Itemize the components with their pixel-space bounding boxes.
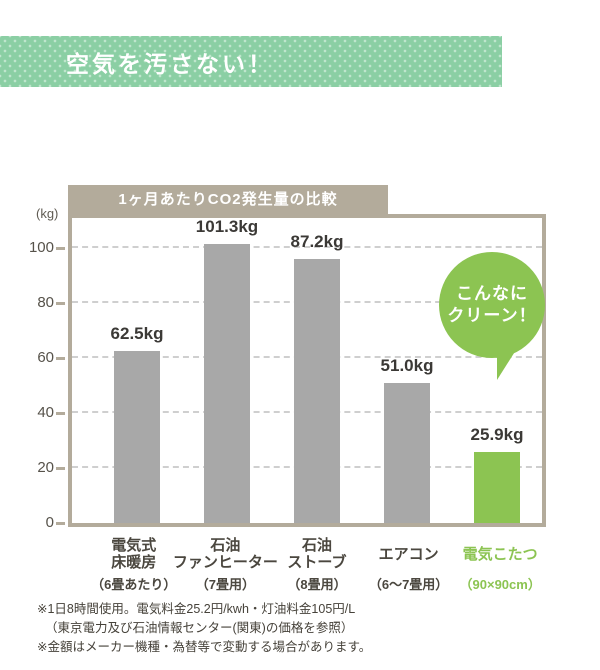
y-axis-tick-mark bbox=[56, 521, 65, 525]
bar-value-label: 51.0kg bbox=[380, 355, 434, 375]
category-label: 石油 ストーブ （8畳用） bbox=[272, 536, 362, 593]
category-name-line: 電気こたつ bbox=[462, 545, 538, 563]
bar-column: 51.0kg bbox=[362, 356, 452, 523]
category-name-line: 石油 bbox=[301, 537, 332, 554]
y-axis-tick-mark bbox=[56, 356, 65, 360]
category-name: 電気こたつ bbox=[463, 536, 538, 572]
category-name: 石油 ストーブ bbox=[287, 536, 346, 572]
y-axis-tick-label: 80 bbox=[37, 294, 54, 311]
y-axis-tick-label: 0 bbox=[45, 514, 54, 531]
x-axis-category-labels: 電気式 床暖房 （6畳あたり） 石油 ファンヒーター （7畳用） 石油 ストーブ （8畳用） エア… bbox=[68, 536, 546, 593]
bar-value-label: 101.3kg bbox=[195, 217, 259, 237]
y-axis-tick-label: 40 bbox=[37, 404, 54, 421]
footnote-line: （東京電力及び石油情報センター(関東)の価格を参照） bbox=[45, 621, 354, 635]
category-name-line: 電気式 bbox=[111, 537, 157, 554]
y-axis-tick-mark bbox=[56, 466, 65, 470]
bars-group: 62.5kg 101.3kg 87.2kg 51.0kg 25.9kg bbox=[72, 217, 542, 523]
chart-title: 1ヶ月あたりCO2発生量の比較 bbox=[68, 185, 388, 214]
category-sub-label: （90×90cm） bbox=[459, 577, 541, 592]
bar-column: 101.3kg bbox=[182, 217, 272, 523]
footnotes: ※1日8時間使用。電気料金25.2円/kwh・灯油料金105円/L （東京電力及び… bbox=[37, 600, 371, 657]
category-label: 電気式 床暖房 （6畳あたり） bbox=[89, 536, 179, 593]
y-axis-tick-mark bbox=[56, 246, 65, 250]
bar-column: 62.5kg bbox=[92, 324, 182, 523]
bar bbox=[204, 244, 250, 523]
bubble-text-line1: こんなに bbox=[456, 284, 528, 303]
bar bbox=[384, 382, 430, 523]
y-axis-tick-mark bbox=[56, 301, 65, 305]
y-axis-unit-label: (kg) bbox=[36, 206, 59, 221]
category-sub-label: （8畳用） bbox=[287, 577, 347, 592]
bar-value-label: 62.5kg bbox=[110, 324, 164, 344]
category-label: 石油 ファンヒーター （7畳用） bbox=[173, 536, 278, 593]
category-name-line: ストーブ bbox=[287, 554, 347, 571]
category-name-line: エアコン bbox=[378, 545, 439, 563]
chart-plot-area: 62.5kg 101.3kg 87.2kg 51.0kg 25.9kg bbox=[68, 214, 546, 527]
category-name-line: 床暖房 bbox=[111, 554, 157, 571]
footnote-line: ※金額はメーカー機種・為替等で変動する場合があります。 bbox=[37, 640, 372, 654]
category-name: 電気式 床暖房 bbox=[111, 536, 156, 572]
category-name-line: 石油 bbox=[210, 537, 241, 554]
bubble-text-line2: クリーン！ bbox=[447, 306, 537, 325]
header-banner: 空気を汚さない！ bbox=[0, 36, 502, 87]
category-name: 石油 ファンヒーター bbox=[173, 536, 278, 572]
category-label: 電気こたつ （90×90cm） bbox=[455, 536, 545, 593]
bar bbox=[294, 259, 340, 523]
category-sub-label: （6～7畳用） bbox=[368, 577, 449, 592]
category-sub-label: （7畳用） bbox=[195, 577, 255, 592]
bar-column: 87.2kg bbox=[272, 232, 362, 523]
y-axis-tick-label: 20 bbox=[37, 459, 54, 476]
category-label: エアコン （6～7畳用） bbox=[364, 536, 454, 593]
bubble-tail bbox=[497, 350, 516, 380]
category-name-line: ファンヒーター bbox=[172, 554, 278, 571]
footnote-line: ※1日8時間使用。電気料金25.2円/kwh・灯油料金105円/L bbox=[37, 602, 356, 616]
y-axis-tick-label: 100 bbox=[28, 239, 54, 256]
category-name: エアコン bbox=[379, 536, 439, 572]
y-axis-tick-mark bbox=[56, 411, 65, 415]
y-axis: 0 20 40 60 80 100 bbox=[0, 214, 68, 531]
bar bbox=[114, 351, 160, 523]
bar bbox=[474, 451, 520, 523]
clean-callout-bubble: こんなに クリーン！ bbox=[439, 252, 545, 358]
bar-value-label: 25.9kg bbox=[470, 424, 524, 444]
bar-value-label: 87.2kg bbox=[290, 232, 344, 251]
gridline-100 bbox=[72, 246, 542, 248]
header-title: 空気を汚さない！ bbox=[66, 50, 274, 77]
y-axis-tick-label: 60 bbox=[37, 349, 54, 366]
category-sub-label: （6畳あたり） bbox=[91, 577, 177, 592]
bar-column: 25.9kg bbox=[452, 425, 542, 523]
